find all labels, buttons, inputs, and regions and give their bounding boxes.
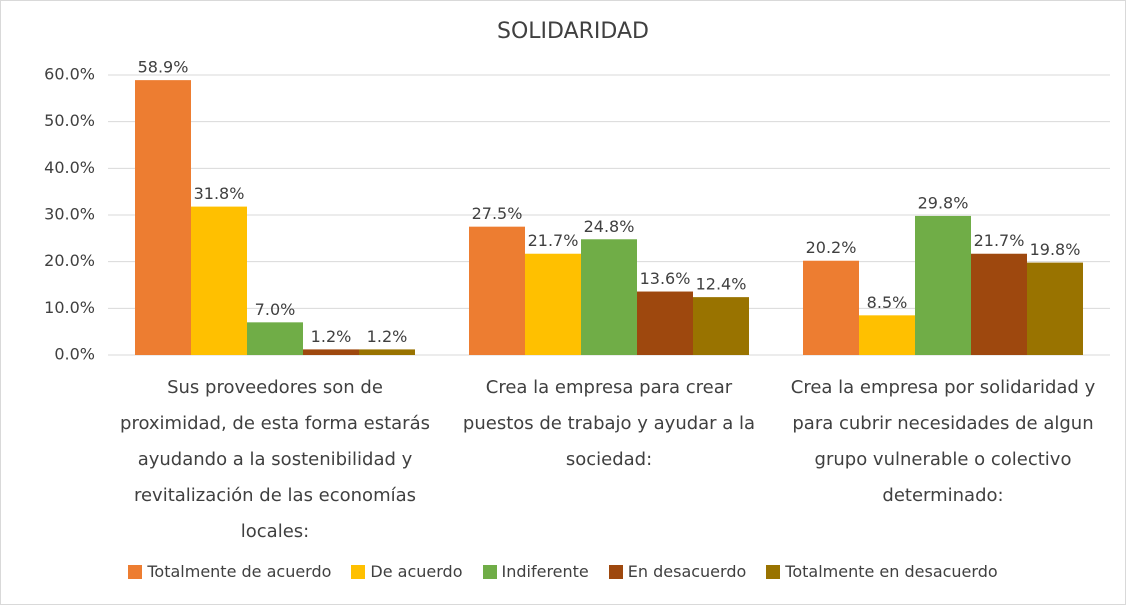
data-label: 31.8% xyxy=(194,184,245,203)
bar xyxy=(303,349,359,355)
y-tick-label: 40.0% xyxy=(44,158,95,177)
data-label: 21.7% xyxy=(528,231,579,250)
legend-swatch xyxy=(128,564,143,579)
bar xyxy=(971,253,1027,355)
bar xyxy=(525,253,581,355)
data-label: 21.7% xyxy=(974,231,1025,250)
data-label: 29.8% xyxy=(918,193,969,212)
legend: Totalmente de acuerdo De acuerdo Indiferen… xyxy=(0,562,1126,581)
legend-item: Totalmente de acuerdo xyxy=(128,562,331,581)
bar xyxy=(135,80,191,355)
data-label: 20.2% xyxy=(806,238,857,257)
y-tick-label: 10.0% xyxy=(44,298,95,317)
data-label: 8.5% xyxy=(867,293,908,312)
bar xyxy=(359,349,415,355)
data-label: 19.8% xyxy=(1030,240,1081,259)
y-tick-label: 60.0% xyxy=(44,65,95,84)
bar xyxy=(637,291,693,355)
legend-item: Indiferente xyxy=(482,562,589,581)
data-label: 58.9% xyxy=(138,58,189,77)
y-tick-label: 0.0% xyxy=(54,345,95,364)
y-tick-label: 20.0% xyxy=(44,251,95,270)
bar xyxy=(803,260,859,355)
data-label: 13.6% xyxy=(640,269,691,288)
x-tick-label: Crea la empresa por solidaridad y para c… xyxy=(790,377,1096,506)
legend-swatch xyxy=(766,564,781,579)
legend-item: Totalmente en desacuerdo xyxy=(766,562,998,581)
data-label: 1.2% xyxy=(311,327,352,346)
bar xyxy=(693,297,749,355)
bar xyxy=(1027,262,1083,355)
data-label: 1.2% xyxy=(367,327,408,346)
legend-label: Totalmente en desacuerdo xyxy=(785,562,998,581)
bar xyxy=(247,322,303,355)
legend-label: Totalmente de acuerdo xyxy=(147,562,332,581)
data-label: 24.8% xyxy=(584,217,635,236)
bar xyxy=(859,315,915,355)
y-tick-label: 50.0% xyxy=(44,111,95,130)
x-tick-label: Crea la empresa para crear puestos de tr… xyxy=(462,377,756,470)
legend-label: En desacuerdo xyxy=(627,562,747,581)
y-tick-label: 30.0% xyxy=(44,205,95,224)
bar xyxy=(191,206,247,355)
data-label: 12.4% xyxy=(696,275,747,294)
legend-label: Indiferente xyxy=(501,562,589,581)
data-label: 27.5% xyxy=(472,204,523,223)
bar xyxy=(581,239,637,355)
legend-item: De acuerdo xyxy=(351,562,463,581)
chart-title: SOLIDARIDAD xyxy=(497,19,649,44)
legend-swatch xyxy=(351,564,366,579)
data-label: 7.0% xyxy=(255,300,296,319)
legend-item: En desacuerdo xyxy=(608,562,747,581)
legend-swatch xyxy=(482,564,497,579)
bar xyxy=(915,215,971,355)
x-tick-label: Sus proveedores son de proximidad, de es… xyxy=(120,377,430,542)
bar xyxy=(469,226,525,355)
legend-label: De acuerdo xyxy=(370,562,463,581)
legend-swatch xyxy=(608,564,623,579)
